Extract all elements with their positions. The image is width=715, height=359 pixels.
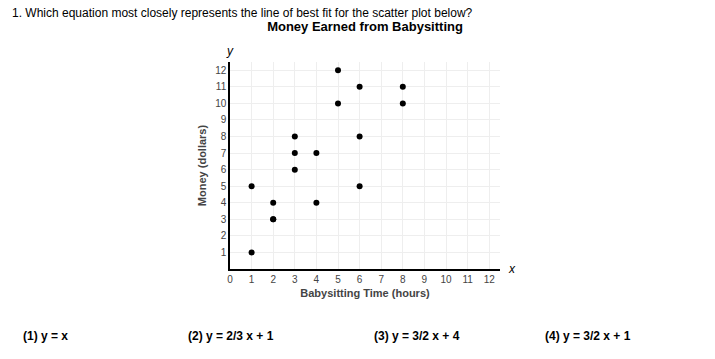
svg-text:y: y xyxy=(226,44,234,58)
svg-text:12: 12 xyxy=(215,65,227,76)
svg-text:(1) y = x: (1) y = x xyxy=(23,329,68,343)
svg-text:5: 5 xyxy=(335,274,341,285)
svg-text:(4) y = 3/2 x + 1: (4) y = 3/2 x + 1 xyxy=(545,329,631,343)
svg-text:Money Earned from Babysitting: Money Earned from Babysitting xyxy=(267,19,463,34)
svg-text:0: 0 xyxy=(227,274,233,285)
svg-text:12: 12 xyxy=(484,274,496,285)
svg-text:8: 8 xyxy=(400,274,406,285)
svg-text:9: 9 xyxy=(422,274,428,285)
svg-text:11: 11 xyxy=(462,274,473,285)
svg-text:3: 3 xyxy=(221,214,227,225)
svg-text:7: 7 xyxy=(378,274,384,285)
svg-text:8: 8 xyxy=(221,131,227,142)
svg-text:11: 11 xyxy=(216,81,227,92)
svg-text:10: 10 xyxy=(215,98,227,109)
svg-text:x: x xyxy=(508,262,516,276)
svg-text:1: 1 xyxy=(221,247,227,258)
svg-text:(2) y = 2/3 x + 1: (2) y = 2/3 x + 1 xyxy=(188,329,274,343)
svg-text:(3) y = 3/2 x + 4: (3) y = 3/2 x + 4 xyxy=(374,329,460,343)
svg-text:3: 3 xyxy=(292,274,298,285)
svg-text:10: 10 xyxy=(440,274,452,285)
svg-text:Money (dollars): Money (dollars) xyxy=(196,125,208,207)
svg-text:1. Which equation most closely: 1. Which equation most closely represent… xyxy=(12,6,473,20)
svg-text:Babysitting Time (hours): Babysitting Time (hours) xyxy=(300,287,430,299)
svg-text:5: 5 xyxy=(221,181,227,192)
svg-text:2: 2 xyxy=(221,230,227,241)
svg-text:4: 4 xyxy=(221,197,227,208)
svg-text:6: 6 xyxy=(221,164,227,175)
svg-text:6: 6 xyxy=(357,274,363,285)
svg-text:4: 4 xyxy=(314,274,320,285)
svg-text:1: 1 xyxy=(249,274,255,285)
svg-text:2: 2 xyxy=(270,274,276,285)
svg-text:7: 7 xyxy=(221,148,227,159)
svg-text:9: 9 xyxy=(221,114,227,125)
